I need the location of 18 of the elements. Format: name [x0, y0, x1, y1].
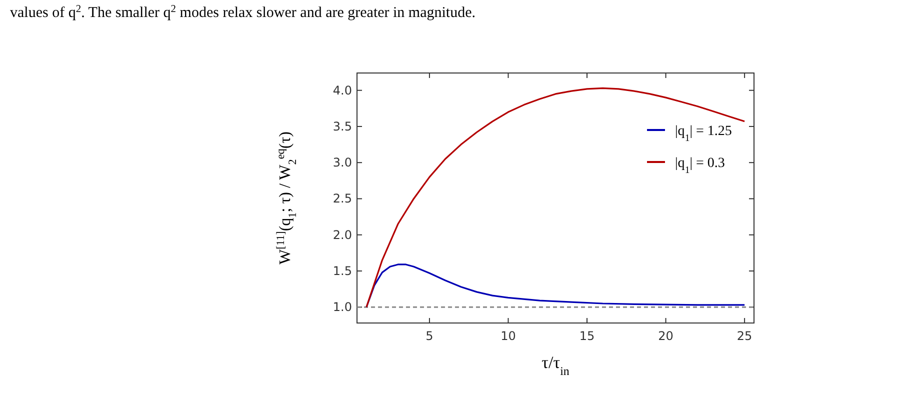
x-tick-label: 25: [736, 329, 752, 343]
x-tick-label: 20: [658, 329, 674, 343]
legend-label: |q$_{1}$| = 0.3: [675, 156, 725, 176]
line-series: [366, 264, 746, 308]
y-tick-label: 1.5: [332, 264, 352, 278]
y-tick-label: 4.0: [332, 83, 352, 98]
text: values of q$^{2}$. The smaller q$^{2}$ modes relax slower and are greater in magnitude.: [10, 4, 476, 21]
y-tick-label: 3.5: [332, 119, 352, 134]
legend-label: |q$_{1}$| = 1.25: [675, 124, 732, 144]
x-tick-label: 5: [426, 329, 434, 343]
x-axis-title: τ/τ$_{in}$: [542, 353, 570, 378]
y-tick-label: 2.0: [332, 228, 352, 242]
line-series: [366, 87, 746, 308]
x-tick-label: 10: [500, 329, 516, 343]
y-tick-label: 1.0: [332, 300, 352, 314]
y-tick-label: 2.5: [332, 192, 352, 206]
y-tick-label: 3.0: [332, 156, 352, 170]
x-tick-label: 15: [579, 329, 595, 343]
